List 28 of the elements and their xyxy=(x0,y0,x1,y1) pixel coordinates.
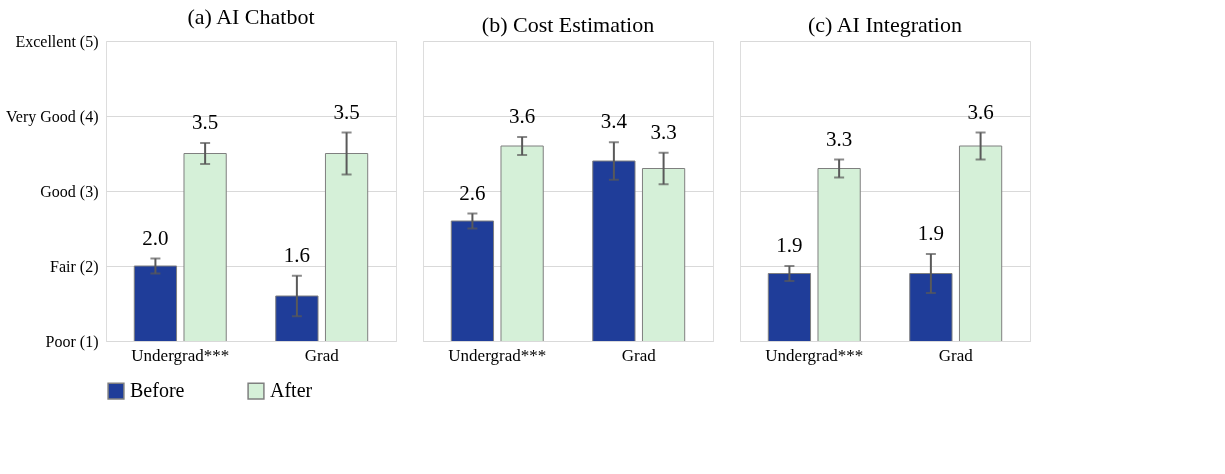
x-tick-label: Undergrad*** xyxy=(765,345,864,365)
data-label: 3.5 xyxy=(333,99,360,124)
data-label: 3.3 xyxy=(650,119,677,144)
data-label: 3.4 xyxy=(600,109,628,134)
x-tick-label: Grad xyxy=(304,345,340,365)
chart-title: (c) AI Integration xyxy=(808,12,962,37)
data-label: 1.6 xyxy=(283,242,311,267)
legend-label: After xyxy=(270,379,313,402)
x-tick-label: Undergrad*** xyxy=(448,345,547,365)
y-tick-label: Good (3) xyxy=(40,182,99,201)
y-tick-label: Very Good (4) xyxy=(6,107,99,126)
legend-label: Before xyxy=(130,379,185,402)
data-label: 2.6 xyxy=(459,180,486,205)
data-label: 3.3 xyxy=(825,126,853,151)
y-tick-label: Poor (1) xyxy=(45,332,99,351)
data-label: 3.6 xyxy=(967,99,994,124)
data-label: 1.9 xyxy=(917,221,945,245)
chart-title: (a) AI Chatbot xyxy=(187,4,315,29)
data-label: 2.0 xyxy=(142,225,169,250)
data-label: 3.5 xyxy=(191,110,219,134)
chart-title: (b) Cost Estimation xyxy=(481,12,655,37)
data-label: 1.9 xyxy=(776,233,803,257)
x-tick-label: Grad xyxy=(621,345,657,365)
x-tick-label: Grad xyxy=(938,345,974,365)
x-tick-label: Undergrad*** xyxy=(131,345,230,365)
y-tick-label: Fair (2) xyxy=(50,257,99,276)
y-tick-label: Excellent (5) xyxy=(15,32,99,51)
data-label: 3.6 xyxy=(508,104,536,128)
